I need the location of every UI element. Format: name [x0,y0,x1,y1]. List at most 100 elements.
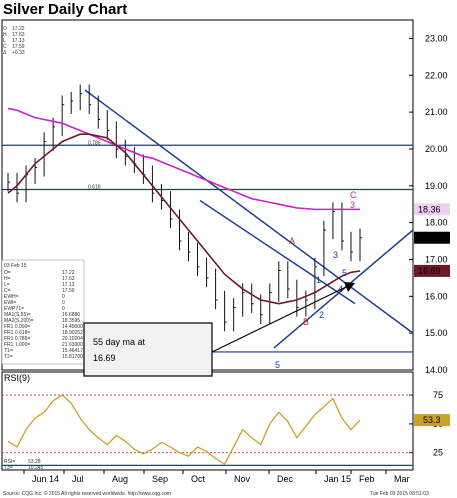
rsi-title: RSI(9) [4,373,30,383]
callout-text: 55 day ma at 16.69 [93,337,146,363]
info-box-value: 17.22 [62,270,75,276]
info-box-key: EWH= [4,294,19,300]
info-box-value: 0 [62,306,65,312]
info-box-value: 15.81700 [62,354,83,360]
price-badge-label: 16.69 [418,266,441,276]
wave-label: 1 [316,275,321,285]
y-tick-label: 22.00 [425,70,448,80]
header-ohlc-value: +0.33 [12,50,25,56]
footer-timestamp: Tue Feb 03 2015 08:51:03 [370,491,429,497]
y-tick-label: 19.00 [425,181,448,191]
rsi-badge [414,414,450,427]
callout-arrow [211,286,347,353]
price-badge-label: 18.36 [418,204,441,214]
price-badge [414,203,450,216]
fib-label: 0.786 [88,140,101,146]
info-box-value: 17.63 [62,276,75,282]
y-tick-label: 14.00 [425,365,448,375]
info-box-key: FR1 0.618= [4,330,30,336]
info-box-key: EWI= [4,300,16,306]
info-box-key: FR1 0.786= [4,336,30,342]
trendline-down [84,89,414,334]
header-ohlc-key: H [3,32,7,38]
info-box [1,259,85,365]
price-badge [414,231,450,244]
wave-label: B [303,317,309,327]
wave-label: 3 [333,250,338,260]
footer-source: Source: CQG Inc. © 2015 All rights reser… [3,490,171,497]
info-box-value: 0 [62,300,65,306]
header-ohlc-value: 17.63 [12,32,25,38]
info-box-key: C= [4,288,11,294]
info-box-key: FR1 1.000= [4,342,30,348]
rsi-info-value: 53.28 [28,459,41,465]
trendline-up [273,229,414,349]
header-ohlc-key: O [3,26,7,32]
info-box-value: 18.3595 [62,318,80,324]
wave-label: 2 [319,310,324,320]
y-tick-label: 15.00 [425,328,448,338]
callout-box [83,322,213,377]
rsi-info-key: T3= [4,465,13,471]
info-box-key: O= [4,270,11,276]
y-tick-label: 18.00 [425,218,448,228]
x-tick-label: Jun 14 [32,474,59,484]
info-box-value: 20.10204 [62,336,83,342]
wave-label: 5 [342,268,347,278]
rsi-tick-label: 75 [433,390,443,400]
y-tick-label: 23.00 [425,33,448,43]
rsi-panel-frame [1,371,414,471]
rsi-badge-label: 53.3 [423,415,441,425]
info-box-date: 03 Feb 15 [4,263,27,269]
info-box-value: 18.90252 [62,330,83,336]
header-ohlc-value: 17.13 [12,38,25,44]
info-box-value: 15.46417 [62,348,83,354]
rsi-info-key: RSI= [4,459,15,465]
info-box-key: L= [4,282,10,288]
x-tick-label: Sep [152,474,168,484]
callout-arrowhead [344,282,355,292]
y-tick-label: 16.00 [425,291,448,301]
x-tick-label: Nov [234,474,251,484]
x-tick-label: Feb [359,474,375,484]
ma-line-ma2-s-200- [7,107,361,211]
x-tick-label: Oct [191,474,206,484]
info-box-value: 17.59 [62,288,75,294]
info-box-value: 14.49000 [62,324,83,330]
price-badge-label: 17.59 [418,233,441,243]
wave-label: 5 [275,360,280,370]
header-ohlc-value: 17.59 [12,44,25,50]
rsi-line [7,394,361,466]
info-box-key: FR1 0.000= [4,324,30,330]
rsi-tick-label: 25 [433,448,443,458]
info-box-key: T1= [4,348,13,354]
wave-label: 3 [350,200,355,210]
header-ohlc-key: C [3,44,7,50]
info-box-value: 16.6880 [62,312,80,318]
x-tick-label: Jan 15 [324,474,351,484]
wave-label: C [350,190,357,200]
info-box-key: H= [4,276,11,282]
price-badge [414,264,450,277]
page-title: Silver Daily Chart [3,1,128,18]
fib-label: 0.618 [88,184,101,190]
info-box-key: T2= [4,354,13,360]
info-box-key: MA2(S,200)= [4,318,34,324]
y-tick-label: 21.00 [425,107,448,117]
info-box-value: 21.63000 [62,342,83,348]
info-box-value: 0 [62,294,65,300]
header-ohlc-key: Δ [3,50,7,56]
y-tick-label: 20.00 [425,144,448,154]
header-ohlc-value: 17.22 [12,26,25,32]
x-tick-label: Mar [394,474,410,484]
x-tick-label: Aug [112,474,128,484]
info-box-value: 17.13 [62,282,75,288]
y-tick-label: 17.00 [425,254,448,264]
info-box-key: EWP71= [4,306,24,312]
x-tick-label: Jul [72,474,84,484]
rsi-info-value: 10.245 [28,465,44,471]
trendline-cross [199,199,356,305]
ma-line-ma1-s-55- [7,133,361,305]
wave-label: A [289,236,295,246]
